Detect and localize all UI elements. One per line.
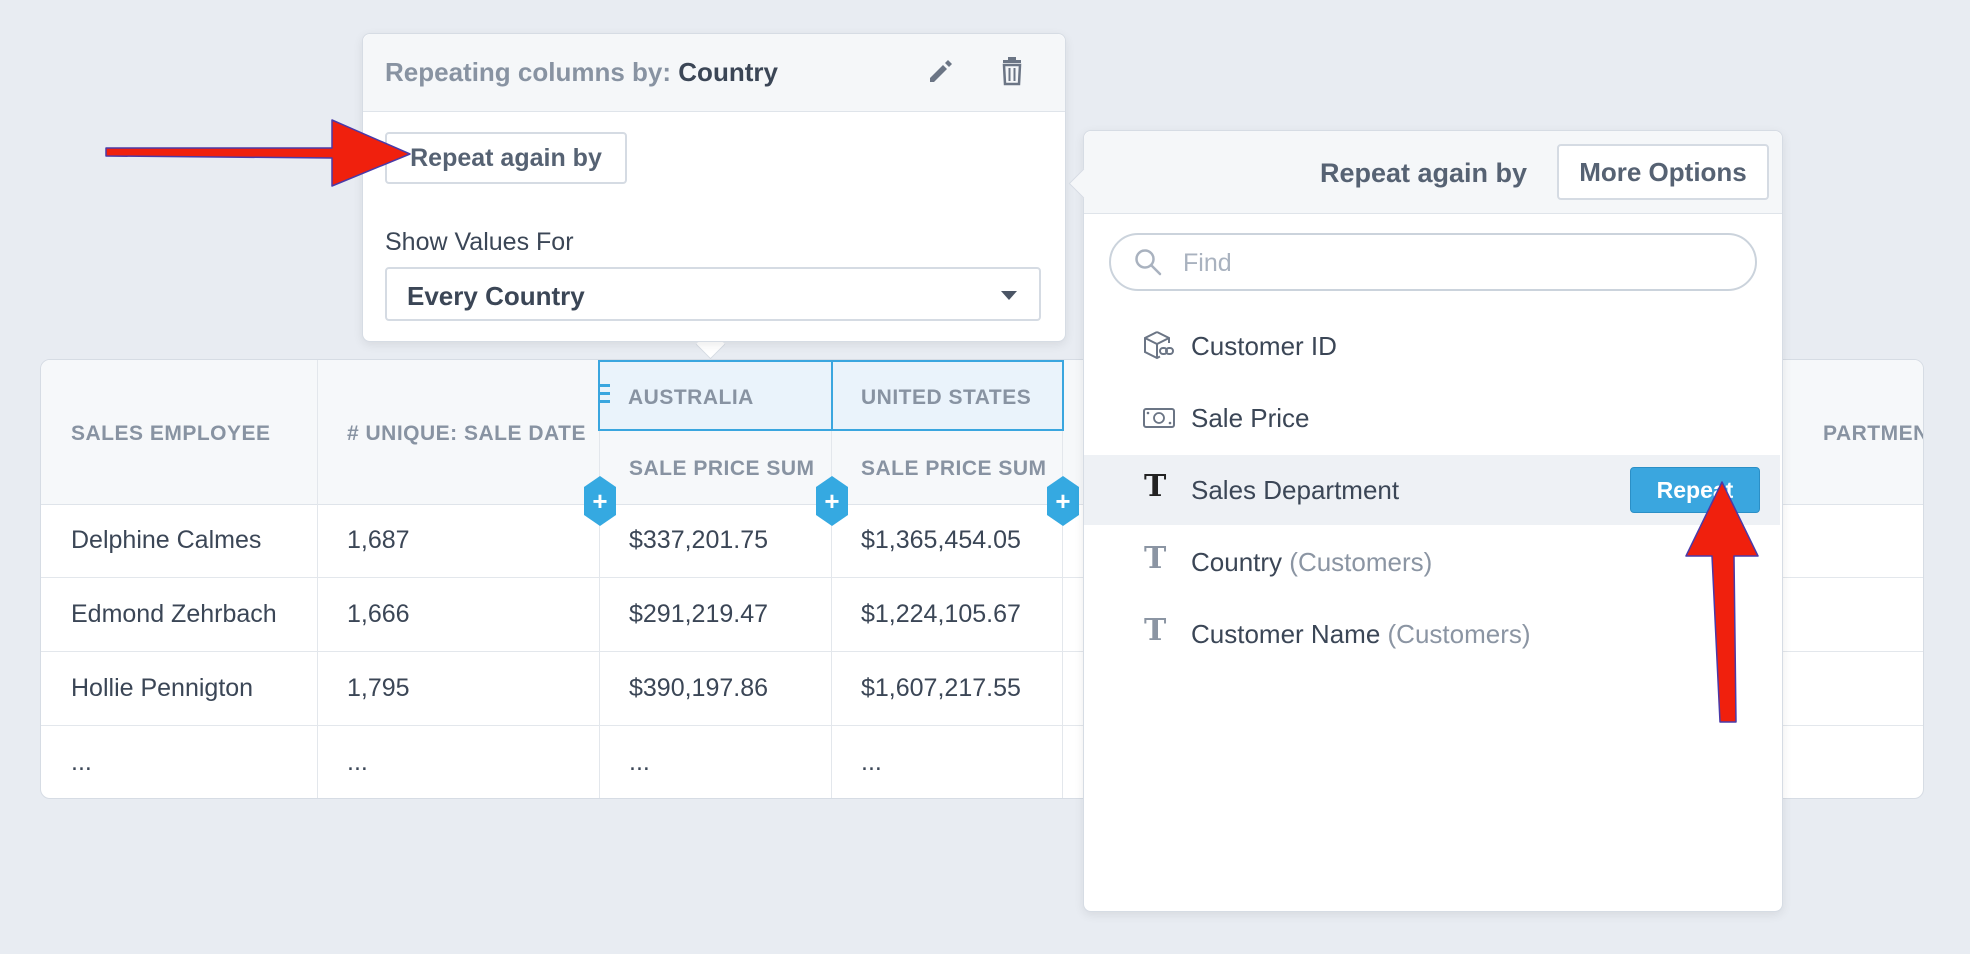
table-cell: Hollie Pennigton xyxy=(71,674,254,702)
add-column-icon[interactable]: + xyxy=(584,476,616,526)
table-cell: $291,219.47 xyxy=(629,600,769,628)
table-cell: Delphine Calmes xyxy=(71,526,262,554)
annotation-arrow-icon xyxy=(105,119,411,187)
text-t-icon: T xyxy=(1144,613,1167,648)
table-cell: ... xyxy=(629,748,650,776)
table-cell: ... xyxy=(861,748,882,776)
show-values-label: Show Values For xyxy=(385,228,574,256)
search-icon xyxy=(1135,249,1162,276)
text-t-icon: T xyxy=(1144,469,1167,504)
header-sales-employee[interactable]: SALES EMPLOYEE xyxy=(71,422,271,445)
money-icon xyxy=(1143,408,1175,428)
table-cell: $390,197.86 xyxy=(629,674,769,702)
field-picker-popover: Repeat again by More Options Customer ID… xyxy=(1083,130,1783,912)
table-cell: $1,224,105.67 xyxy=(861,600,1021,628)
popover-header: Repeating columns by: Country xyxy=(363,34,1065,112)
field-item-sale-price[interactable]: Sale Price xyxy=(1084,383,1780,453)
annotation-arrow-icon xyxy=(1685,481,1759,723)
popover-title: Repeating columns by: Country xyxy=(385,57,778,87)
table-cell: ... xyxy=(71,748,92,776)
header-sale-price-sum-australia[interactable]: SALE PRICE SUM xyxy=(629,457,815,480)
field-picker-title: Repeat again by xyxy=(1320,158,1528,188)
more-options-button[interactable]: More Options xyxy=(1557,144,1769,200)
table-cell: $337,201.75 xyxy=(629,526,769,554)
table-cell: Edmond Zehrbach xyxy=(71,600,277,628)
field-picker-header: Repeat again by More Options xyxy=(1084,131,1782,214)
table-cell: 1,795 xyxy=(347,674,410,702)
drag-handle-icon[interactable] xyxy=(600,384,610,410)
pencil-icon[interactable] xyxy=(923,54,957,88)
field-item-customer-name-customers[interactable]: T Customer Name (Customers) xyxy=(1144,613,1531,649)
add-column-icon[interactable]: + xyxy=(816,476,848,526)
field-item-sales-department[interactable]: T Sales Department Repeat xyxy=(1084,455,1780,525)
table-cell: $1,607,217.55 xyxy=(861,674,1021,702)
show-values-select[interactable]: Every Country xyxy=(385,267,1041,321)
column-group-australia[interactable]: AUSTRALIA xyxy=(598,360,833,431)
column-group-united-states[interactable]: UNITED STATES xyxy=(831,360,1064,431)
trash-icon[interactable] xyxy=(995,54,1029,88)
find-input[interactable] xyxy=(1181,243,1745,283)
table-cell: 1,687 xyxy=(347,526,410,554)
table-cell: 1,666 xyxy=(347,600,410,628)
text-t-icon: T xyxy=(1144,541,1167,576)
find-field[interactable] xyxy=(1109,233,1757,291)
header-unique-sale-date[interactable]: # UNIQUE: SALE DATE xyxy=(347,422,586,445)
repeat-again-by-button[interactable]: Repeat again by xyxy=(385,132,627,184)
field-item-country-customers[interactable]: T Country (Customers) xyxy=(1144,541,1433,577)
field-item-customer-id[interactable]: Customer ID xyxy=(1084,311,1780,381)
add-column-icon[interactable]: + xyxy=(1047,476,1079,526)
header-sales-department[interactable]: PARTMENT xyxy=(1823,422,1923,445)
cube-link-icon xyxy=(1144,331,1174,360)
table-cell: ... xyxy=(347,748,368,776)
header-sale-price-sum-united-states[interactable]: SALE PRICE SUM xyxy=(861,457,1047,480)
table-cell: $1,365,454.05 xyxy=(861,526,1021,554)
repeat-columns-popover: Repeating columns by: Country Repeat aga… xyxy=(362,33,1066,342)
caret-down-icon xyxy=(1001,291,1017,300)
